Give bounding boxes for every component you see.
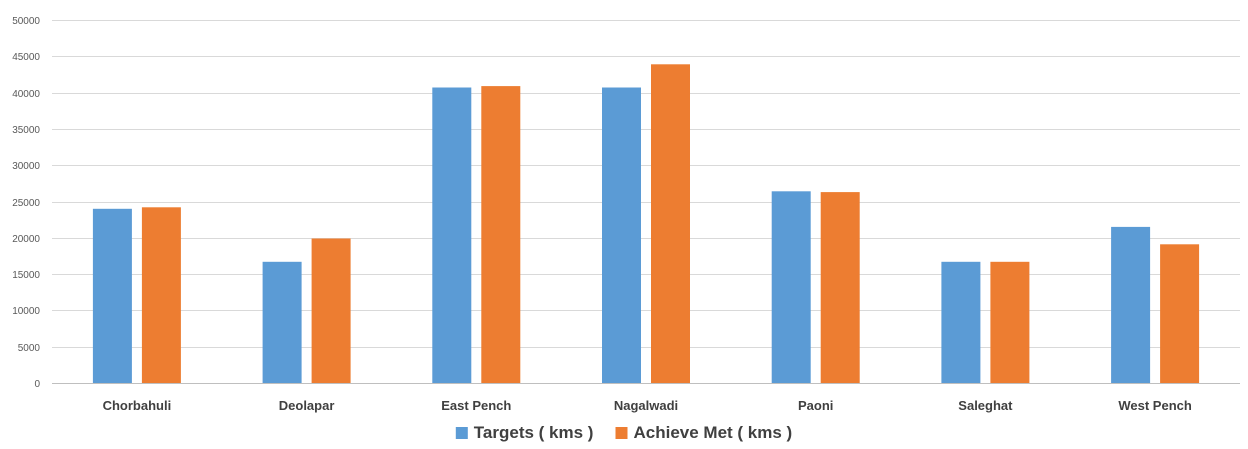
y-tick-label: 50000 [12, 16, 40, 27]
y-axis: 0 5000 10000 15000 20000 25000 30000 35000 40000… [12, 16, 40, 390]
legend-swatch [615, 427, 628, 439]
legend-label: Achieve Met ( kms ) [634, 423, 793, 442]
y-tick-label: 40000 [12, 89, 40, 100]
legend-label: Targets ( kms ) [474, 423, 594, 442]
bar-targets [602, 87, 641, 383]
y-tick-label: 5000 [18, 343, 41, 354]
legend: Targets ( kms ) Achieve Met ( kms ) [455, 423, 793, 442]
y-tick-label: 35000 [12, 125, 40, 136]
x-tick-label: Saleghat [958, 398, 1013, 413]
bar-targets [432, 87, 472, 383]
grid-layer [52, 20, 1240, 384]
x-tick-label: West Pench [1118, 398, 1192, 413]
y-tick-label: 0 [34, 379, 40, 390]
y-tick-label: 45000 [12, 52, 40, 63]
bar-targets [262, 261, 302, 383]
bar-achieve-met [651, 64, 690, 384]
bar-targets [1111, 226, 1151, 383]
bar-achieve-met [1160, 244, 1200, 383]
bar-targets [941, 261, 981, 383]
legend-swatch [455, 427, 468, 439]
bar-targets [771, 191, 811, 383]
bar-achieve-met [141, 207, 181, 383]
bars-layer [92, 64, 1200, 384]
y-tick-label: 25000 [12, 198, 40, 209]
x-tick-label: East Pench [441, 398, 511, 413]
x-tick-label: Deolapar [279, 398, 335, 413]
bar-targets [92, 208, 132, 383]
x-tick-label: Nagalwadi [614, 398, 678, 413]
y-tick-label: 30000 [12, 161, 40, 172]
bar-achieve-met [311, 238, 351, 383]
y-tick-label: 10000 [12, 306, 40, 317]
x-tick-label: Paoni [798, 398, 833, 413]
y-tick-label: 15000 [12, 270, 40, 281]
bar-achieve-met [820, 192, 860, 383]
y-tick-label: 20000 [12, 234, 40, 245]
bar-achieve-met [990, 261, 1030, 383]
x-axis: Chorbahuli Deolapar East Pench Nagalwadi Pao… [103, 398, 1192, 413]
bar-achieve-met [481, 86, 521, 383]
x-tick-label: Chorbahuli [103, 398, 172, 413]
